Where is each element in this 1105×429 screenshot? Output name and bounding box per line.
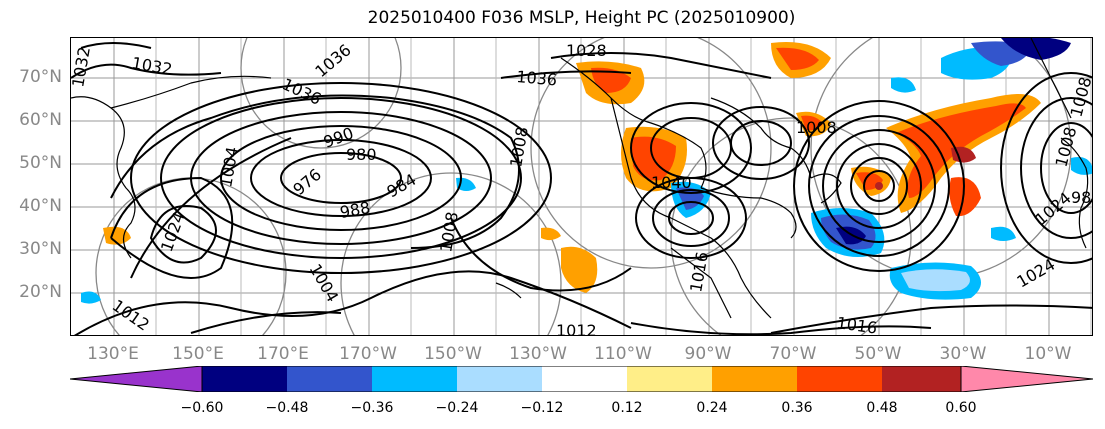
isobar-label: 1024 — [1014, 255, 1059, 292]
isobar-label: 1008 — [1067, 75, 1093, 119]
isobar-label: 988 — [338, 198, 371, 222]
lat-label-20n: 20°N — [19, 282, 62, 302]
colorbar-tick-label: −0.12 — [520, 400, 564, 416]
lon-label-10w: 10°W — [1024, 344, 1072, 364]
isobar-label: 1036 — [516, 67, 558, 89]
isobar-label: 1004 — [216, 145, 242, 188]
map-canvas: 1032 1036 1036 1028 1036 1032 1024 1012 … — [71, 38, 1093, 336]
isobar-label: 1024 — [1031, 188, 1074, 229]
colorbar-extend-low — [70, 366, 203, 392]
isobar-label: 980 — [346, 145, 377, 164]
lon-label-90w: 90°W — [684, 344, 732, 364]
colorbar-swatch — [627, 366, 712, 392]
isobar-label: 1008 — [506, 125, 532, 168]
isobar-label: 1036 — [279, 74, 324, 108]
colorbar-tick-label: −0.36 — [350, 400, 394, 416]
lat-label-60n: 60°N — [19, 110, 62, 130]
isobar-label: 1012 — [109, 296, 153, 335]
lon-label-170w: 170°W — [339, 344, 397, 364]
colorbar-swatch — [457, 366, 542, 392]
pressure-centers — [875, 182, 883, 190]
lat-label-50n: 50°N — [19, 153, 62, 173]
colorbar — [70, 366, 1093, 392]
colorbar-swatch — [712, 366, 797, 392]
isobar-label: 1032 — [130, 53, 173, 79]
colorbar-swatch — [882, 366, 961, 392]
colorbar-tick-label: 0.12 — [611, 400, 643, 416]
colorbar-swatch — [797, 366, 882, 392]
colorbar-tick-label: 0.60 — [945, 400, 977, 416]
colorbar-tick-label: −0.60 — [180, 400, 224, 416]
isobar-label: 1008 — [436, 210, 462, 253]
colorbar-tick-label: 0.36 — [781, 400, 813, 416]
isobar-label: 1040 — [651, 173, 692, 192]
colorbar-tick-label: 0.24 — [696, 400, 728, 416]
isobar-label: 1032 — [71, 45, 94, 88]
isobars — [71, 42, 1092, 335]
isobar-label: 1016 — [835, 313, 878, 336]
lon-label-130w: 130°W — [509, 344, 567, 364]
positive-anomaly-shading — [103, 42, 1041, 293]
colorbar-tick-label: −0.48 — [265, 400, 309, 416]
lon-label-110w: 110°W — [594, 344, 652, 364]
isobar-label: 1036 — [311, 40, 354, 81]
colorbar-swatch — [287, 366, 372, 392]
colorbar-extend-high — [960, 366, 1093, 392]
isobar-label: 1004 — [306, 261, 343, 306]
colorbar-swatch — [542, 366, 627, 392]
lat-label-70n: 70°N — [19, 67, 62, 87]
colorbar-swatch — [202, 366, 287, 392]
isobar-label: 1028 — [566, 41, 607, 60]
colorbar-tick-label: 0.48 — [866, 400, 898, 416]
lon-label-50w: 50°W — [854, 344, 902, 364]
isobar-label: 1012 — [556, 321, 597, 336]
isobar-label: 1008 — [796, 118, 837, 137]
isobar-label: 984 — [1071, 188, 1093, 207]
lon-label-30w: 30°W — [939, 344, 987, 364]
lon-label-70w: 70°W — [769, 344, 817, 364]
map-title: 2025010400 F036 MSLP, Height PC (2025010… — [367, 8, 796, 28]
colorbar-tick-label: −0.24 — [435, 400, 479, 416]
lat-label-40n: 40°N — [19, 196, 62, 216]
isobar-label: 984 — [384, 170, 420, 202]
isobar-label: 1016 — [686, 250, 712, 293]
lon-label-150e: 150°E — [172, 344, 224, 364]
negative-anomaly-shading — [81, 38, 1092, 304]
lat-label-30n: 30°N — [19, 239, 62, 259]
lon-label-130e: 130°E — [87, 344, 139, 364]
colorbar-swatch — [372, 366, 457, 392]
lon-label-150w: 150°W — [424, 344, 482, 364]
lon-label-170e: 170°E — [257, 344, 309, 364]
map-panel: 1032 1036 1036 1028 1036 1032 1024 1012 … — [70, 37, 1093, 336]
